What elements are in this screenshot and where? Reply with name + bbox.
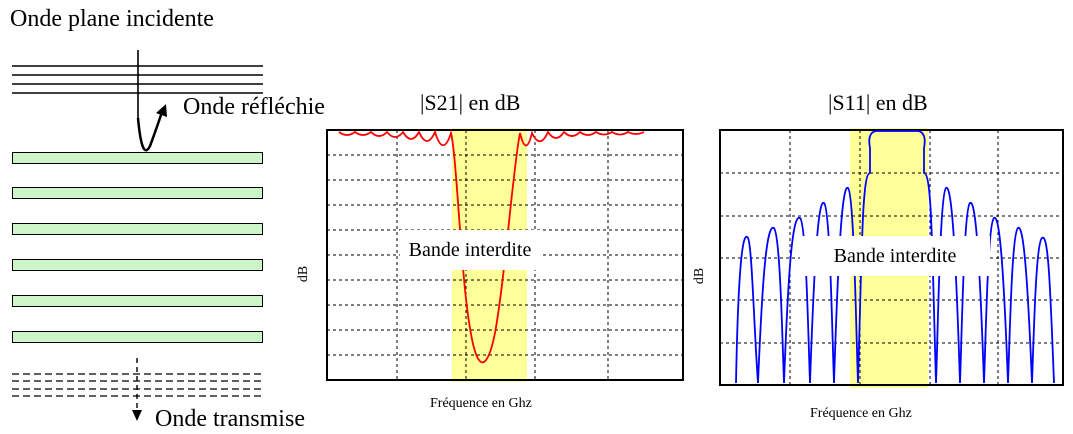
wave-schematic (12, 50, 263, 421)
s11-curve (735, 130, 1055, 384)
transmitted-arrowhead (132, 410, 142, 421)
layer-plate (12, 259, 263, 271)
reflected-arrowhead (156, 104, 167, 117)
incident-wave-label: Onde plane incidente (10, 6, 214, 32)
layer-plate (12, 331, 263, 343)
s11-xlabel: Fréquence en Ghz (810, 406, 912, 421)
s21-grid (327, 130, 683, 380)
reflected-wave-label: Onde réfléchie (183, 94, 325, 120)
layer-plate (12, 223, 263, 235)
s11-band-label: Bande interdite (800, 236, 990, 276)
s11-title: |S11| en dB (828, 90, 928, 115)
s11-ylabel: dB (692, 267, 708, 285)
layer-plate (12, 295, 263, 307)
s21-band-label: Bande interdite (400, 230, 540, 270)
reflected-ray (136, 111, 164, 152)
layer-plate (12, 152, 263, 164)
s21-title: |S21| en dB (420, 90, 521, 115)
s21-ylabel: dB (296, 265, 312, 283)
transmitted-wave-label: Onde transmise (155, 406, 305, 432)
layer-plate (12, 187, 263, 199)
s21-xlabel: Fréquence en Ghz (430, 396, 532, 411)
s21-curve (338, 129, 645, 364)
